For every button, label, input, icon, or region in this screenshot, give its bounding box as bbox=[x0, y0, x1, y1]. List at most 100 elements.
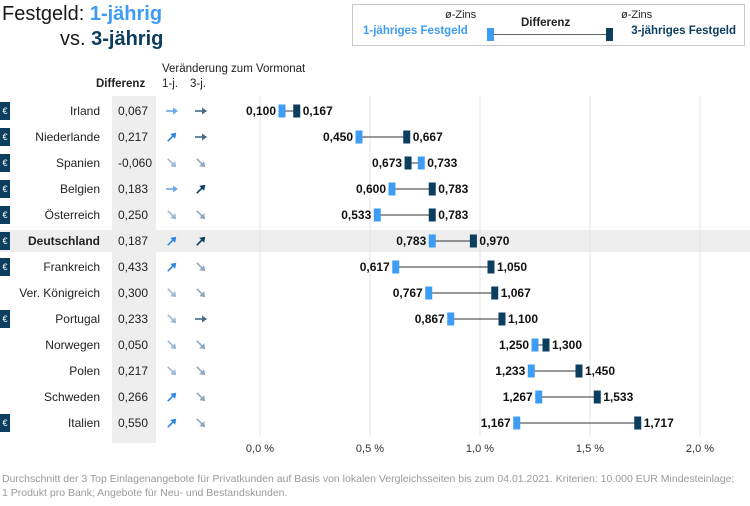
euro-badge: € bbox=[0, 128, 10, 146]
highlight-row-band bbox=[0, 230, 750, 252]
change-3y-down-arrow-icon bbox=[193, 259, 209, 275]
difference-value: 0,187 bbox=[118, 234, 149, 248]
legend-difference: Differenz bbox=[521, 17, 571, 29]
change-3y-flat-arrow-icon bbox=[193, 129, 209, 145]
difference-value: 0,217 bbox=[118, 130, 149, 144]
legend-marker-3 bbox=[606, 28, 613, 41]
table-row: € Irland 0,067 bbox=[0, 98, 750, 124]
euro-badge: € bbox=[0, 414, 10, 432]
difference-value: 0,217 bbox=[118, 364, 149, 378]
country-label: Frankreich bbox=[43, 260, 100, 274]
euro-badge: € bbox=[0, 232, 10, 250]
country-label: Norwegen bbox=[45, 338, 100, 352]
table-row: Polen 0,217 bbox=[0, 358, 750, 384]
country-label: Deutschland bbox=[27, 234, 100, 248]
chart-title: Festgeld: 1-jährig vs. 3-jährig bbox=[2, 2, 163, 52]
country-label: Österreich bbox=[44, 208, 100, 222]
title-vs: vs. bbox=[60, 28, 92, 50]
country-label: Ver. Königreich bbox=[19, 286, 100, 300]
change-3y-down-arrow-icon bbox=[193, 155, 209, 171]
difference-value: 0,050 bbox=[118, 338, 149, 352]
table-row: € Italien 0,550 bbox=[0, 410, 750, 436]
legend-marker-1 bbox=[487, 28, 494, 41]
table-row: € Frankreich 0,433 bbox=[0, 254, 750, 280]
x-tick-label: 0,0 % bbox=[246, 443, 274, 455]
euro-badge: € bbox=[0, 180, 10, 198]
title-prefix: Festgeld: bbox=[2, 3, 90, 25]
header-col-1: 1-j. bbox=[162, 78, 178, 90]
change-1y-down-arrow-icon bbox=[164, 311, 180, 327]
country-label: Irland bbox=[69, 104, 100, 118]
change-3y-down-arrow-icon bbox=[193, 285, 209, 301]
difference-value: 0,233 bbox=[118, 312, 149, 326]
difference-value: 0,266 bbox=[118, 390, 149, 404]
x-tick-label: 1,0 % bbox=[466, 443, 494, 455]
change-1y-up-arrow-icon bbox=[164, 233, 180, 249]
legend-zins-left: ø-Zins bbox=[445, 9, 477, 21]
change-1y-down-arrow-icon bbox=[164, 207, 180, 223]
difference-value: 0,300 bbox=[118, 286, 149, 300]
change-1y-up-arrow-icon bbox=[164, 259, 180, 275]
table-row: Schweden 0,266 bbox=[0, 384, 750, 410]
country-label: Italien bbox=[67, 416, 100, 430]
change-3y-down-arrow-icon bbox=[193, 389, 209, 405]
legend-label-3: 3-jähriges Festgeld bbox=[631, 25, 736, 37]
change-3y-flat-arrow-icon bbox=[193, 311, 209, 327]
euro-badge: € bbox=[0, 154, 10, 172]
change-1y-up-arrow-icon bbox=[164, 415, 180, 431]
country-label: Belgien bbox=[59, 182, 100, 196]
change-1y-up-arrow-icon bbox=[164, 389, 180, 405]
title-highlight-1: 1-jährig bbox=[89, 3, 163, 25]
country-label: Spanien bbox=[55, 156, 100, 170]
country-label: Schweden bbox=[43, 390, 100, 404]
difference-value: -0,060 bbox=[118, 156, 153, 170]
x-tick-label: 1,5 % bbox=[576, 443, 604, 455]
footnote: Durchschnitt der 3 Top Einlagenangebote … bbox=[2, 473, 735, 499]
change-1y-down-arrow-icon bbox=[164, 337, 180, 353]
table-row: € Österreich 0,250 bbox=[0, 202, 750, 228]
table-row: € Belgien 0,183 bbox=[0, 176, 750, 202]
title-highlight-3: 3-jährig bbox=[91, 28, 164, 50]
header-change: Veränderung zum Vormonat bbox=[162, 63, 306, 75]
x-tick-label: 0,5 % bbox=[356, 443, 384, 455]
table-row: Ver. Königreich 0,300 bbox=[0, 280, 750, 306]
change-1y-up-arrow-icon bbox=[164, 129, 180, 145]
table-row: € Niederlande 0,217 bbox=[0, 124, 750, 150]
x-tick-label: 2,0 % bbox=[686, 443, 714, 455]
change-1y-flat-arrow-icon bbox=[164, 181, 180, 197]
change-1y-down-arrow-icon bbox=[164, 363, 180, 379]
euro-badge: € bbox=[0, 310, 10, 328]
table-row: € Deutschland 0,187 bbox=[0, 228, 750, 254]
country-label: Portugal bbox=[55, 312, 100, 326]
difference-column-band bbox=[112, 96, 156, 443]
change-1y-flat-arrow-icon bbox=[164, 103, 180, 119]
header-col-3: 3-j. bbox=[190, 78, 206, 90]
difference-value: 0,183 bbox=[118, 182, 149, 196]
country-label: Niederlande bbox=[35, 130, 100, 144]
change-3y-down-arrow-icon bbox=[193, 415, 209, 431]
country-label: Polen bbox=[69, 364, 100, 378]
table-row: Norwegen 0,050 bbox=[0, 332, 750, 358]
change-1y-down-arrow-icon bbox=[164, 155, 180, 171]
difference-value: 0,550 bbox=[118, 416, 149, 430]
legend-zins-right: ø-Zins bbox=[621, 9, 653, 21]
legend: ø-Zins ø-Zins Differenz 1-jähriges Festg… bbox=[352, 4, 745, 46]
change-1y-down-arrow-icon bbox=[164, 285, 180, 301]
difference-value: 0,067 bbox=[118, 104, 149, 118]
euro-badge: € bbox=[0, 206, 10, 224]
euro-badge: € bbox=[0, 258, 10, 276]
change-3y-flat-arrow-icon bbox=[193, 103, 209, 119]
change-3y-down-arrow-icon bbox=[193, 337, 209, 353]
euro-badge: € bbox=[0, 102, 10, 120]
change-3y-down-arrow-icon bbox=[193, 207, 209, 223]
change-3y-up-arrow-icon bbox=[193, 181, 209, 197]
legend-label-1: 1-jähriges Festgeld bbox=[363, 25, 468, 37]
table-row: € Spanien -0,060 bbox=[0, 150, 750, 176]
change-3y-down-arrow-icon bbox=[193, 363, 209, 379]
table-row: € Portugal 0,233 bbox=[0, 306, 750, 332]
difference-value: 0,250 bbox=[118, 208, 149, 222]
difference-value: 0,433 bbox=[118, 260, 149, 274]
change-3y-up-arrow-icon bbox=[193, 233, 209, 249]
legend-connector bbox=[491, 34, 609, 35]
header-difference: Differenz bbox=[96, 78, 146, 90]
